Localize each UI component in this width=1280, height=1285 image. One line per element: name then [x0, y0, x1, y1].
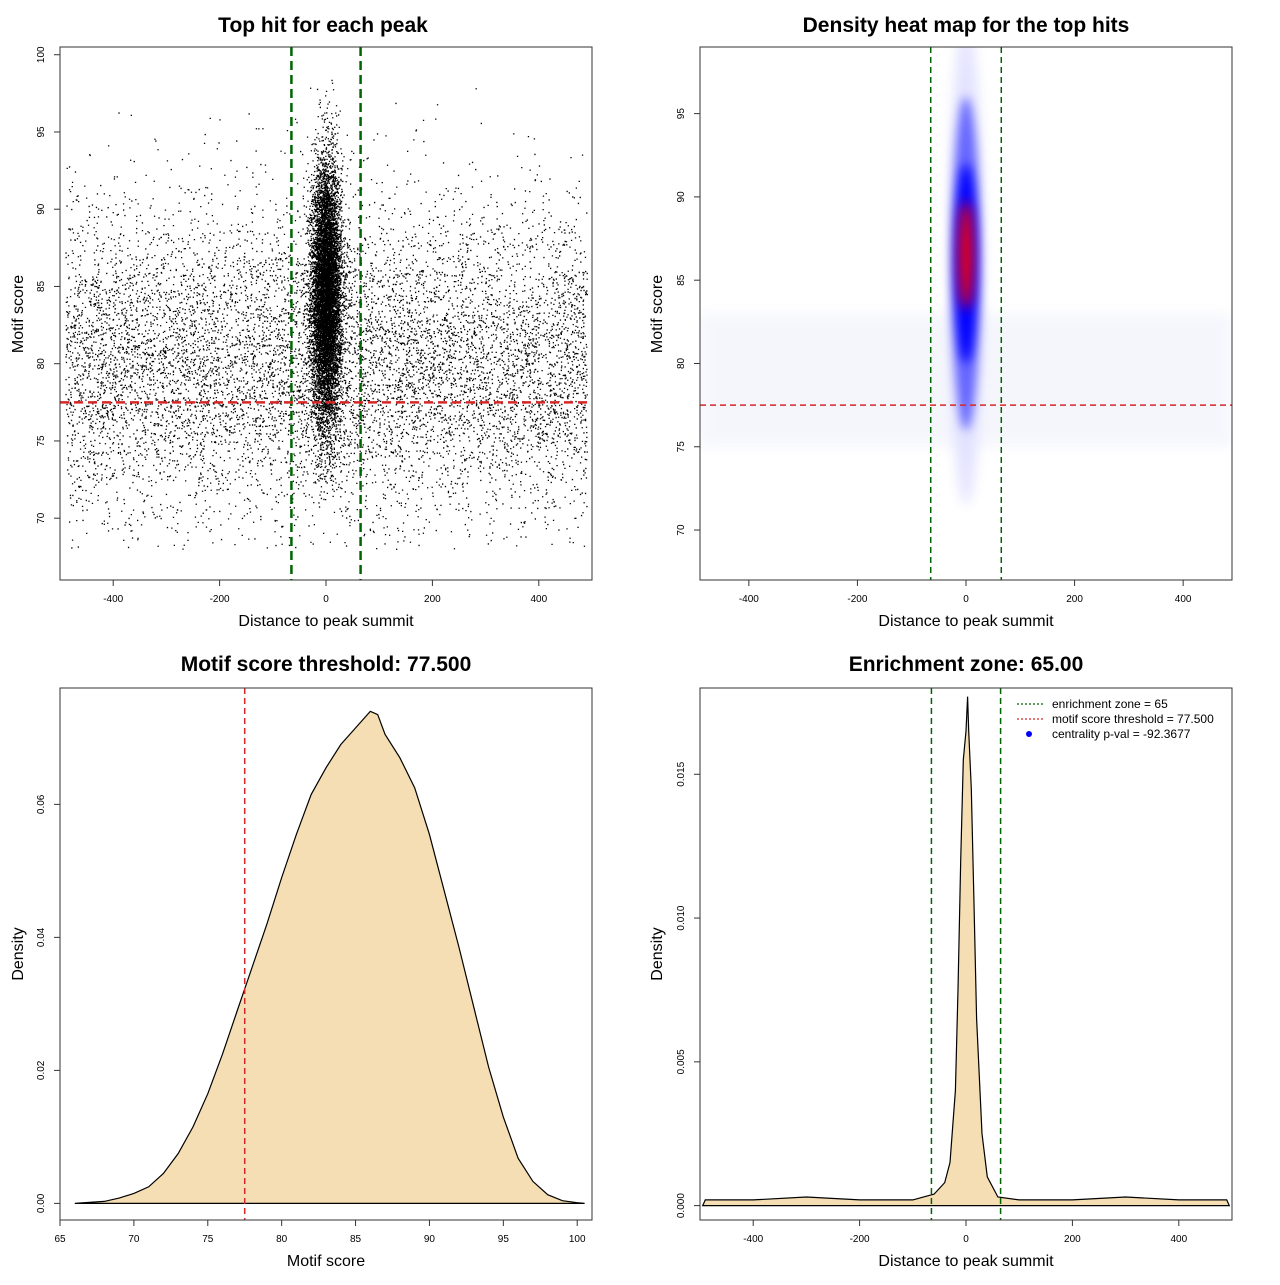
score-density-area [74, 710, 585, 1204]
y-tick-label: 100 [36, 46, 47, 63]
score-density-panel: Motif score threshold: 77.500 65 70 75 80 85… [10, 653, 593, 1270]
distance-density-area [701, 696, 1231, 1207]
heatmap-y-axis: 70 75 80 85 90 95 [676, 108, 700, 536]
x-tick-label: 90 [424, 1234, 436, 1245]
x-tick-label: -400 [743, 1234, 763, 1245]
y-tick-label: 0.005 [676, 1049, 687, 1074]
distance-density-y-axis: 0.000 0.005 0.010 0.015 [676, 761, 700, 1218]
x-tick-label: 0 [323, 594, 329, 605]
y-tick-label: 0.06 [36, 794, 47, 814]
heatmap-title: Density heat map for the top hits [803, 14, 1130, 37]
x-tick-label: 400 [1175, 594, 1192, 605]
legend-swatch-blue-point [1026, 731, 1032, 737]
distance-density-x-axis: -400 -200 0 200 400 [743, 1220, 1188, 1245]
y-tick-label: 95 [36, 126, 47, 138]
y-tick-label: 80 [676, 357, 687, 369]
heatmap-x-axis: -400 -200 0 200 400 [739, 580, 1192, 605]
y-tick-label: 80 [36, 358, 47, 370]
scatter-points [65, 79, 588, 550]
x-tick-label: 0 [963, 1234, 969, 1245]
heatmap-y-label: Motif score [649, 275, 666, 353]
x-tick-label: 70 [128, 1234, 140, 1245]
y-tick-label: 95 [676, 108, 687, 120]
legend-entry-motif-threshold: motif score threshold = 77.500 [1017, 712, 1214, 726]
heatmap-panel: Density heat map for the top hits -400 -2… [649, 14, 1233, 630]
scatter-x-label: Distance to peak summit [238, 613, 414, 630]
distance-density-x-label: Distance to peak summit [878, 1253, 1054, 1270]
legend-label: centrality p-val = -92.3677 [1052, 727, 1191, 741]
heatmap-x-label: Distance to peak summit [878, 613, 1054, 630]
heatmap-density [700, 47, 1232, 505]
distance-density-panel: Enrichment zone: 65.00 -400 -200 0 200 400 0… [649, 653, 1233, 1270]
scatter-point-cloud [65, 79, 588, 550]
peak-density [959, 201, 973, 310]
distance-density-title: Enrichment zone: 65.00 [849, 653, 1084, 676]
legend-entry-centrality: centrality p-val = -92.3677 [1026, 727, 1191, 741]
score-density-x-axis: 65 70 75 80 85 90 95 100 [54, 1220, 586, 1245]
x-tick-label: -200 [850, 1234, 870, 1245]
distance-density-y-label: Density [649, 927, 666, 980]
score-density-title: Motif score threshold: 77.500 [181, 653, 472, 676]
heatmap-reference-lines [700, 47, 1232, 580]
y-tick-label: 75 [36, 435, 47, 447]
scatter-x-axis: -400 -200 0 200 400 [103, 580, 548, 605]
scatter-reference-lines [60, 47, 592, 580]
y-tick-label: 70 [36, 512, 47, 524]
scatter-y-axis: 70 75 80 85 90 95 100 [36, 46, 60, 524]
scatter-y-label: Motif score [10, 275, 27, 353]
legend: enrichment zone = 65 motif score thresho… [1017, 697, 1214, 741]
score-density-x-label: Motif score [287, 1253, 365, 1270]
x-tick-label: 200 [1064, 1234, 1081, 1245]
x-tick-label: 65 [54, 1234, 66, 1245]
y-tick-label: 0.04 [36, 927, 47, 947]
x-tick-label: 200 [424, 594, 441, 605]
y-tick-label: 0.000 [676, 1193, 687, 1218]
x-tick-label: -400 [103, 594, 123, 605]
x-tick-label: 200 [1066, 594, 1083, 605]
x-tick-label: 100 [569, 1234, 586, 1245]
x-tick-label: 0 [963, 594, 969, 605]
y-tick-label: 90 [36, 203, 47, 215]
x-tick-label: 75 [202, 1234, 214, 1245]
x-tick-label: 85 [350, 1234, 362, 1245]
x-tick-label: 400 [1170, 1234, 1187, 1245]
x-tick-label: -200 [210, 594, 230, 605]
y-tick-label: 85 [36, 280, 47, 292]
y-tick-label: 70 [676, 524, 687, 536]
y-tick-label: 0.02 [36, 1060, 47, 1080]
scatter-panel: Top hit for each peak -400 -200 0 200 400 70… [10, 14, 593, 630]
x-tick-label: -200 [847, 594, 867, 605]
legend-entry-enrichment-zone: enrichment zone = 65 [1017, 697, 1168, 711]
legend-label: motif score threshold = 77.500 [1052, 712, 1214, 726]
y-tick-label: 90 [676, 191, 687, 203]
x-tick-label: 80 [276, 1234, 288, 1245]
y-tick-label: 0.010 [676, 905, 687, 930]
legend-label: enrichment zone = 65 [1052, 697, 1168, 711]
x-tick-label: -400 [739, 594, 759, 605]
score-density-y-axis: 0.00 0.02 0.04 0.06 [36, 794, 60, 1213]
x-tick-label: 95 [498, 1234, 510, 1245]
score-density-frame [59, 687, 593, 1221]
y-tick-label: 0.015 [676, 761, 687, 786]
x-tick-label: 400 [530, 594, 547, 605]
y-tick-label: 85 [676, 274, 687, 286]
scatter-title: Top hit for each peak [218, 14, 428, 37]
score-density-y-label: Density [10, 927, 27, 980]
enrichment-zone-lines [930, 688, 1002, 1220]
y-tick-label: 75 [676, 441, 687, 453]
y-tick-label: 0.00 [36, 1193, 47, 1213]
